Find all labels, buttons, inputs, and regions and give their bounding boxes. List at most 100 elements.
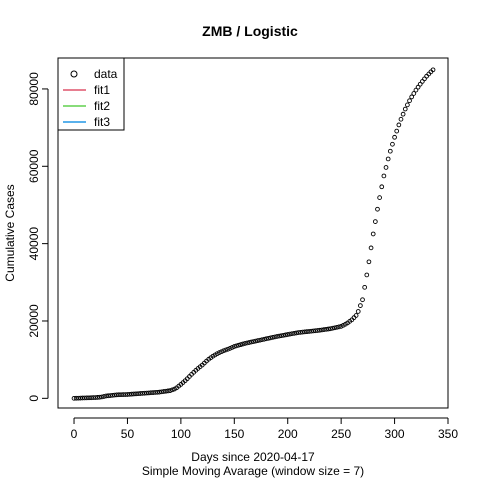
data-point [355, 309, 361, 314]
data-point [255, 338, 261, 343]
data-point [150, 390, 156, 395]
x-tick-label: 150 [224, 427, 244, 441]
data-point [289, 331, 295, 337]
data-point [246, 340, 252, 345]
plot-frame [57, 57, 449, 409]
data-point [244, 340, 250, 346]
data-point [308, 328, 314, 334]
data-point [296, 330, 301, 335]
data-point [405, 102, 410, 108]
data-point [283, 332, 288, 338]
y-tick-label: 80000 [27, 72, 41, 106]
data-point [287, 331, 293, 337]
x-tick-label: 300 [385, 427, 405, 441]
data-point [321, 327, 327, 332]
data-point [358, 303, 363, 308]
data-point [108, 393, 113, 398]
data-point [140, 391, 145, 396]
data-point [400, 111, 406, 117]
data-point [118, 392, 124, 398]
data-point [86, 395, 92, 401]
data-point [249, 339, 254, 345]
x-tick-label: 200 [278, 427, 298, 441]
y-axis-label: Cumulative Cases [3, 184, 17, 281]
data-point [97, 394, 103, 400]
data-point [332, 325, 338, 331]
data-point [334, 324, 340, 330]
data-point [120, 392, 126, 397]
data-point [251, 339, 256, 344]
data-point [105, 393, 111, 399]
data-point [370, 231, 376, 237]
data-point [73, 395, 79, 401]
data-point [398, 116, 404, 122]
chart-title: ZMB / Logistic [202, 23, 298, 39]
data-point [383, 165, 389, 170]
data-point [328, 326, 333, 332]
data-point [135, 391, 141, 397]
data-point [409, 94, 415, 100]
x-tick-label: 100 [171, 427, 191, 441]
y-axis: 0 20000 40000 60000 80000 [27, 72, 49, 402]
data-point [319, 327, 325, 333]
data-point [385, 156, 391, 162]
data-point [381, 173, 387, 179]
data-point [231, 344, 237, 349]
data-point [375, 206, 380, 212]
data-point [394, 128, 400, 134]
data-point [372, 219, 378, 224]
data-point [268, 335, 273, 341]
data-point [71, 395, 77, 401]
data-point [298, 330, 303, 335]
data-point [392, 134, 397, 140]
x-tick-label: 0 [71, 427, 78, 441]
data-point [402, 106, 408, 112]
data-point [407, 98, 412, 104]
data-point [234, 343, 239, 349]
y-tick-label: 20000 [27, 304, 41, 338]
data-point [93, 395, 98, 400]
y-tick-label: 60000 [27, 149, 41, 183]
data-point [90, 395, 96, 400]
data-point [82, 395, 88, 401]
data-point [300, 329, 306, 335]
data-point [99, 394, 105, 400]
data-point [157, 389, 162, 395]
data-point [95, 395, 100, 400]
data-point [88, 395, 94, 401]
x-tick-label: 250 [331, 427, 351, 441]
data-point [274, 334, 280, 339]
data-point [396, 122, 402, 128]
data-point [169, 387, 175, 393]
x-axis-label: Days since 2020-04-17 [191, 450, 315, 464]
data-point [362, 284, 368, 290]
legend-label: fit2 [94, 99, 110, 113]
data-point [360, 297, 365, 303]
data-point [155, 389, 160, 395]
legend-label: data [94, 67, 118, 81]
data-point [281, 332, 286, 338]
data-point [129, 391, 135, 397]
data-point [261, 336, 267, 342]
data-point [272, 334, 278, 340]
data-point [323, 326, 329, 332]
x-axis-sublabel: Simple Moving Avarage (window size = 7) [142, 464, 364, 478]
data-point [225, 346, 231, 352]
data-point [146, 390, 152, 396]
data-point [142, 390, 147, 396]
data-point [75, 395, 81, 401]
data-point [317, 327, 323, 333]
data-point [336, 324, 342, 330]
data-point [167, 388, 173, 393]
x-tick-label: 350 [438, 427, 458, 441]
data-point [353, 313, 359, 318]
data-point [221, 348, 226, 354]
data-point [430, 67, 436, 73]
legend: data fit1 fit2 fit3 [57, 57, 125, 131]
data-point [291, 331, 297, 336]
data-point [131, 391, 137, 397]
data-point [293, 330, 299, 336]
legend-label: fit1 [94, 83, 110, 97]
